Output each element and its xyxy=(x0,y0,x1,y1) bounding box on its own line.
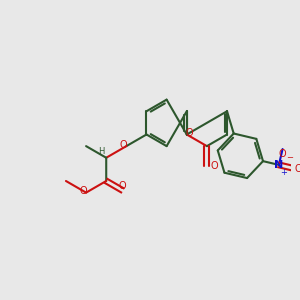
Text: H: H xyxy=(98,147,104,156)
Text: N: N xyxy=(274,160,283,170)
Text: O: O xyxy=(211,161,218,171)
Text: O: O xyxy=(80,186,87,196)
Text: O: O xyxy=(279,149,286,159)
Text: −: − xyxy=(286,153,293,162)
Text: O: O xyxy=(118,182,126,191)
Text: +: + xyxy=(280,168,287,177)
Text: O: O xyxy=(186,128,194,138)
Text: O: O xyxy=(120,140,127,150)
Text: O: O xyxy=(295,164,300,174)
